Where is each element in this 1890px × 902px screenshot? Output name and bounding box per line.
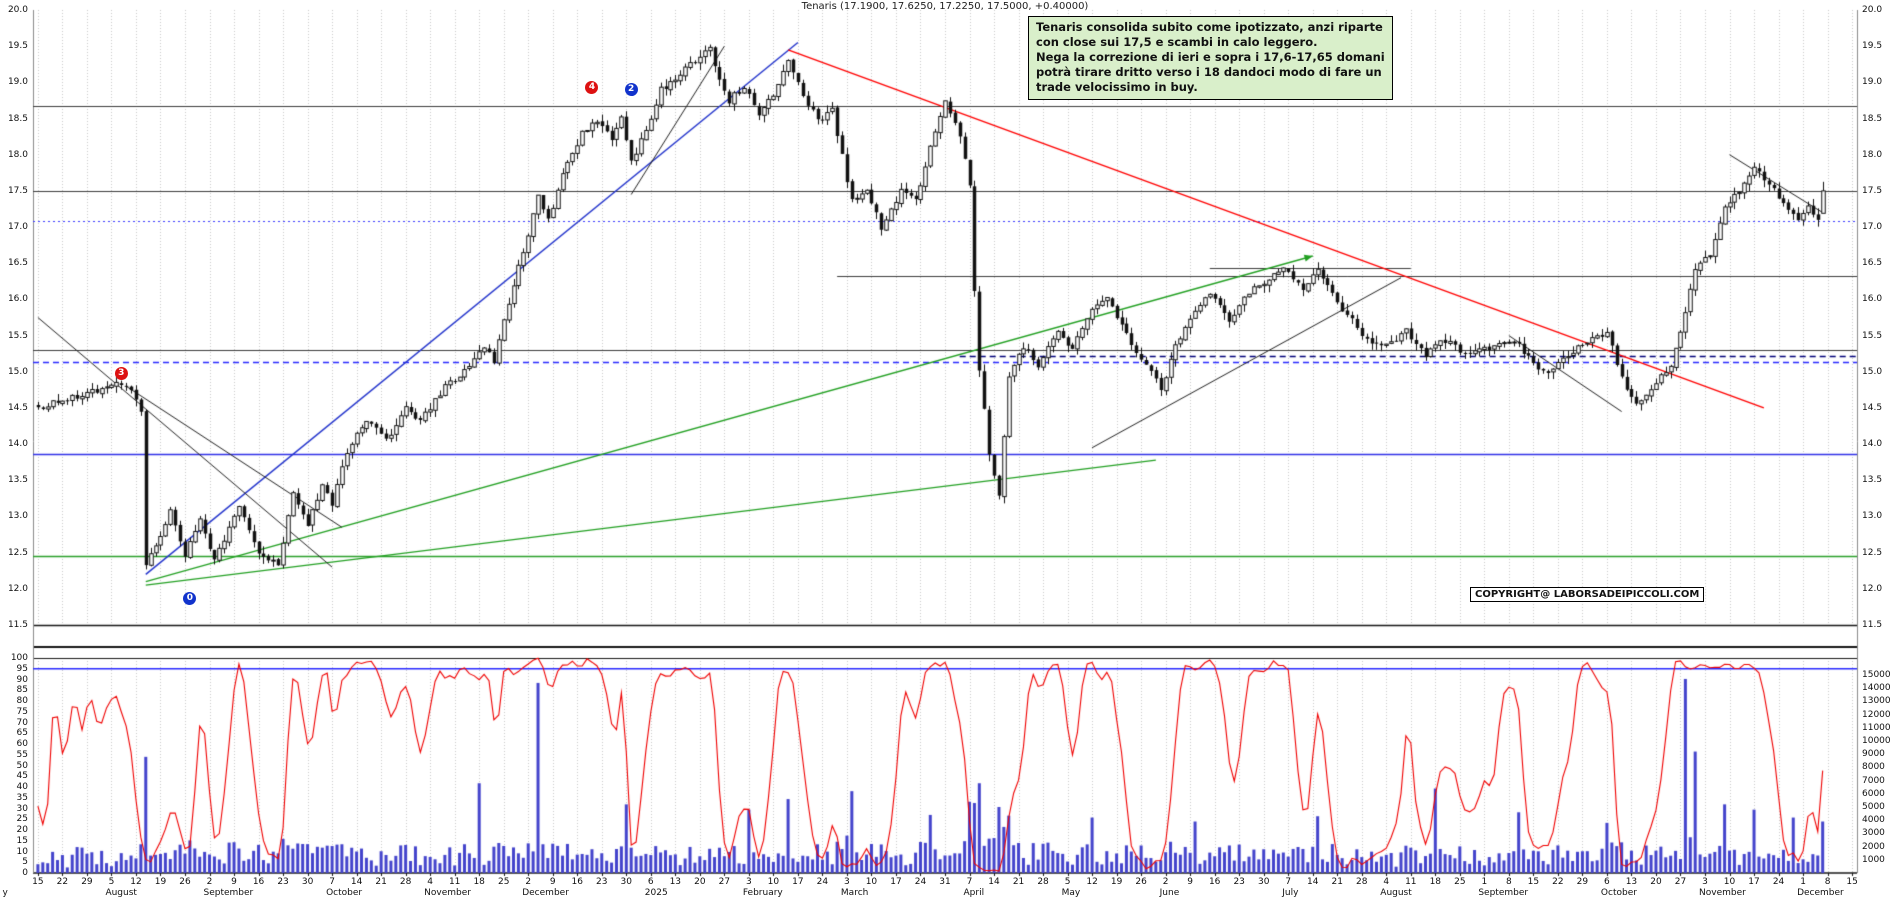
copyright-badge: COPYRIGHT@ LABORSADEIPICCOLI.COM	[1470, 587, 1705, 602]
analysis-note: Tenaris consolida subito come ipotizzato…	[1028, 16, 1393, 100]
chart-title: Tenaris (17.1900, 17.6250, 17.2250, 17.5…	[801, 1, 1089, 12]
